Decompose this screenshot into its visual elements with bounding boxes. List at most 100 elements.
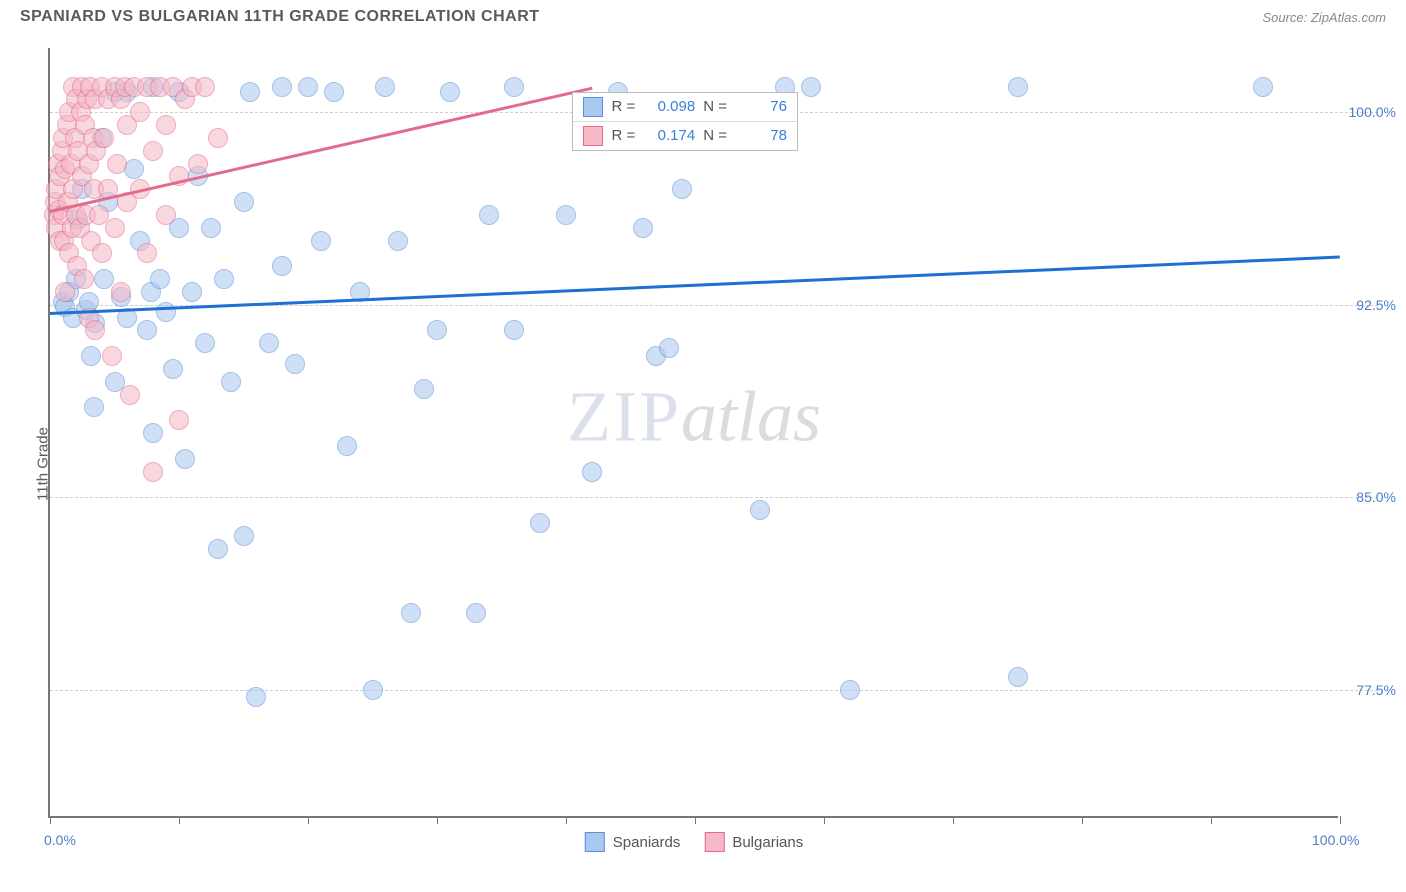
x-tick: [566, 816, 567, 824]
scatter-point: [156, 302, 176, 322]
scatter-point: [120, 385, 140, 405]
series-legend: Spaniards Bulgarians: [585, 832, 803, 852]
scatter-point: [1008, 77, 1028, 97]
scatter-point: [240, 82, 260, 102]
scatter-point: [81, 346, 101, 366]
scatter-point: [311, 231, 331, 251]
scatter-point: [137, 320, 157, 340]
scatter-point: [530, 513, 550, 533]
x-tick: [308, 816, 309, 824]
legend-r-value: 0.174: [643, 127, 695, 144]
y-tick-label: 77.5%: [1356, 682, 1396, 698]
scatter-point: [479, 205, 499, 225]
scatter-point: [298, 77, 318, 97]
scatter-point: [94, 269, 114, 289]
scatter-point: [440, 82, 460, 102]
trend-line: [50, 256, 1340, 315]
scatter-point: [169, 410, 189, 430]
y-tick-label: 92.5%: [1356, 297, 1396, 313]
watermark-atlas: atlas: [681, 376, 821, 456]
legend-r-label: R =: [611, 98, 635, 115]
legend-swatch: [583, 97, 603, 117]
scatter-point: [246, 687, 266, 707]
watermark-zip: ZIP: [567, 376, 681, 456]
legend-row: R = 0.098 N = 76: [573, 93, 797, 122]
scatter-point: [182, 282, 202, 302]
legend-item: Bulgarians: [704, 832, 803, 852]
scatter-point: [85, 320, 105, 340]
scatter-point: [659, 338, 679, 358]
x-tick: [50, 816, 51, 824]
trend-line: [50, 87, 592, 213]
scatter-point: [633, 218, 653, 238]
scatter-point: [672, 179, 692, 199]
y-tick-label: 85.0%: [1356, 489, 1396, 505]
scatter-point: [92, 243, 112, 263]
scatter-point: [195, 333, 215, 353]
scatter-point: [201, 218, 221, 238]
scatter-point: [137, 243, 157, 263]
scatter-point: [102, 346, 122, 366]
scatter-point: [414, 379, 434, 399]
plot-area: ZIPatlas 77.5%85.0%92.5%100.0%0.0%100.0%…: [48, 48, 1338, 818]
scatter-point: [214, 269, 234, 289]
chart-title: SPANIARD VS BULGARIAN 11TH GRADE CORRELA…: [20, 8, 540, 26]
scatter-point: [105, 218, 125, 238]
scatter-point: [556, 205, 576, 225]
scatter-point: [401, 603, 421, 623]
legend-swatch: [583, 126, 603, 146]
x-tick: [695, 816, 696, 824]
header: SPANIARD VS BULGARIAN 11TH GRADE CORRELA…: [0, 0, 1406, 34]
scatter-point: [195, 77, 215, 97]
scatter-point: [285, 354, 305, 374]
legend-label: Bulgarians: [732, 834, 803, 851]
correlation-legend: R =0.098 N =76R =0.174 N =78: [572, 92, 798, 151]
scatter-point: [388, 231, 408, 251]
legend-n-value: 76: [735, 98, 787, 115]
legend-row: R =0.174 N =78: [573, 122, 797, 150]
scatter-point: [363, 680, 383, 700]
x-tick: [437, 816, 438, 824]
scatter-point: [143, 423, 163, 443]
legend-r-value: 0.098: [643, 98, 695, 115]
scatter-point: [504, 320, 524, 340]
scatter-point: [840, 680, 860, 700]
scatter-point: [156, 115, 176, 135]
legend-swatch: [585, 832, 605, 852]
scatter-point: [234, 526, 254, 546]
scatter-point: [208, 539, 228, 559]
scatter-point: [150, 269, 170, 289]
scatter-point: [221, 372, 241, 392]
scatter-point: [107, 154, 127, 174]
x-tick-label: 100.0%: [1312, 832, 1359, 848]
legend-swatch: [704, 832, 724, 852]
scatter-point: [156, 205, 176, 225]
scatter-point: [143, 141, 163, 161]
source-label: Source: ZipAtlas.com: [1262, 10, 1386, 25]
scatter-point: [1008, 667, 1028, 687]
scatter-point: [272, 256, 292, 276]
scatter-point: [324, 82, 344, 102]
legend-r-label: R =: [611, 127, 635, 144]
scatter-point: [175, 449, 195, 469]
x-tick: [1082, 816, 1083, 824]
legend-n-label: N =: [703, 98, 727, 115]
scatter-point: [163, 359, 183, 379]
scatter-point: [188, 154, 208, 174]
scatter-point: [582, 462, 602, 482]
x-tick: [824, 816, 825, 824]
gridline-h: [50, 497, 1378, 498]
scatter-point: [208, 128, 228, 148]
watermark: ZIPatlas: [567, 375, 821, 458]
scatter-point: [94, 128, 114, 148]
scatter-point: [130, 102, 150, 122]
scatter-point: [801, 77, 821, 97]
scatter-point: [337, 436, 357, 456]
scatter-point: [272, 77, 292, 97]
scatter-point: [504, 77, 524, 97]
scatter-point: [1253, 77, 1273, 97]
x-tick: [1340, 816, 1341, 824]
scatter-point: [375, 77, 395, 97]
legend-item: Spaniards: [585, 832, 681, 852]
legend-n-value: 78: [735, 127, 787, 144]
